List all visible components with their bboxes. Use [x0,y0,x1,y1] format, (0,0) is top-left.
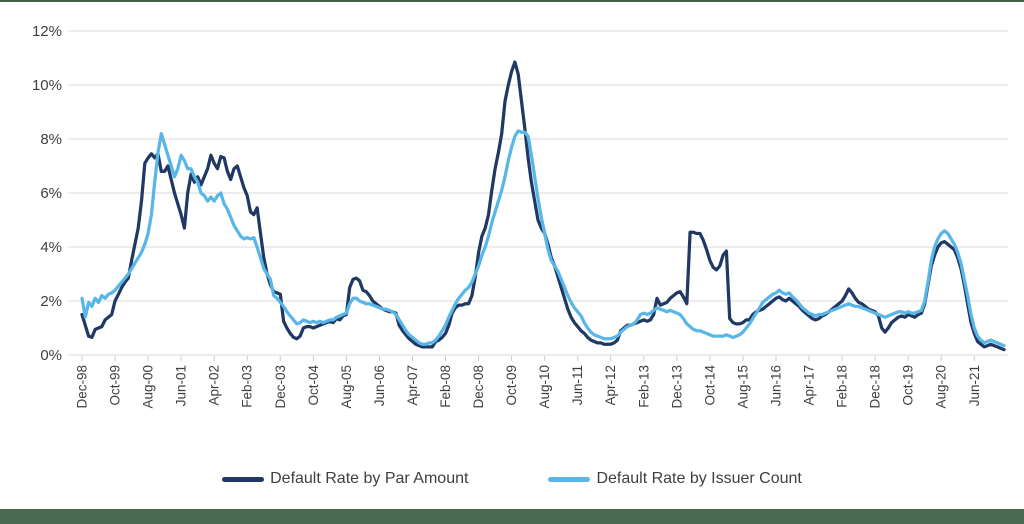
issuer-count-line-swatch [548,476,591,482]
x-axis-tick-label: Apr-07 [405,365,420,406]
bottom-bar [0,509,1024,524]
par-amount-line-swatch [222,476,265,482]
x-axis-tick-label: Apr-02 [207,365,222,406]
x-axis-tick-label: Oct-99 [108,365,123,406]
x-axis-tick-label: Jun-11 [570,365,585,405]
x-axis-tick-label: Aug-15 [735,365,750,409]
x-axis-tick-label: Jun-01 [174,365,189,406]
x-axis-tick-label: Dec-13 [669,365,684,409]
y-axis-tick-label: 0% [40,347,62,364]
x-axis-tick-label: Dec-03 [273,365,288,409]
y-axis-tick-label: 6% [40,185,62,202]
x-axis-tick-label: Oct-04 [306,365,321,406]
x-axis-tick-label: Jun-21 [967,365,982,406]
legend-label-issuer-count: Default Rate by Issuer Count [596,470,802,487]
legend-item-issuer-count[interactable]: Default Rate by Issuer Count [548,470,802,488]
issuer-count-line-series [80,129,1006,348]
y-axis-tick-label: 2% [40,293,62,310]
x-axis-tick-label: Apr-17 [802,365,817,406]
x-axis-tick-label: Dec-98 [75,365,90,409]
x-axis-tick-label: Feb-13 [636,365,651,408]
x-axis-tick-label: Jun-06 [372,365,387,406]
x-axis-tick-label: Feb-08 [438,365,453,408]
y-axis-tick-label: 4% [40,239,62,256]
y-axis-tick-label: 8% [40,131,62,148]
x-axis-tick-label: Feb-03 [240,365,255,408]
x-axis-tick-label: Feb-18 [835,365,850,408]
legend-item-par-amount[interactable]: Default Rate by Par Amount [222,470,468,488]
x-axis-tick-label: Aug-10 [537,365,552,409]
y-axis-tick-label: 12% [32,23,62,40]
x-axis-tick-label: Dec-18 [868,365,883,409]
x-axis-tick-label: Jun-16 [768,365,783,406]
y-axis-tick-label: 10% [32,77,62,94]
x-axis-tick-label: Aug-00 [141,365,156,409]
default-rate-line-chart: 0% 2% 4% 6% 8% 10% 12% Dec-98 Oct-99 Aug-00 Jun-01… [0,2,1024,460]
legend-label-par-amount: Default Rate by Par Amount [270,470,469,487]
chart-legend: Default Rate by Par Amount Default Rate … [0,462,1024,496]
x-axis-tick-label: Oct-14 [702,365,717,406]
x-axis-tick-label: Oct-09 [504,365,519,406]
par-amount-line-series [80,60,1006,352]
x-axis-tick-label: Apr-12 [603,365,618,406]
x-axis-tick-label: Aug-20 [934,365,949,409]
x-axis-tick-label: Dec-08 [471,365,486,409]
top-border-rule [0,0,1024,2]
x-axis-tick-label: Aug-05 [339,365,354,409]
chart-canvas: 0% 2% 4% 6% 8% 10% 12% Dec-98 Oct-99 Aug-00 Jun-01… [32,23,1008,409]
x-axis-tick-label: Oct-19 [901,365,916,406]
